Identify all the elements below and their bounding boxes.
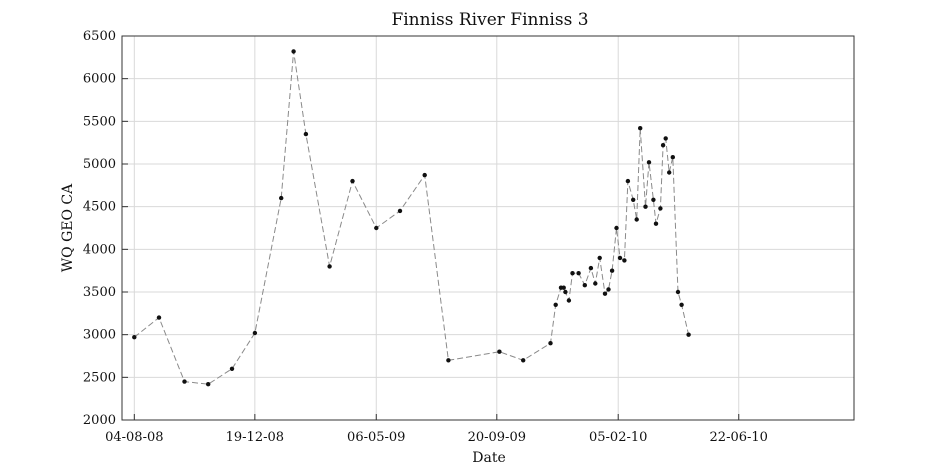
data-point [566,298,572,303]
data-point [606,287,611,292]
data-point [279,195,284,201]
data-point [593,281,598,286]
data-point [614,225,619,231]
data-point [132,335,137,340]
data-point [622,258,627,263]
x-tick-label: 22-06-10 [710,430,768,445]
y-tick-label: 5000 [83,157,116,172]
data-point [675,289,681,295]
y-tick-label: 4000 [83,242,116,257]
chart-title: Finniss River Finniss 3 [391,10,588,30]
data-point [521,358,526,363]
data-point [660,143,666,148]
data-point [576,271,581,276]
data-point [602,291,608,296]
data-point [570,271,575,276]
plot-area-frame [121,35,855,421]
data-point [497,349,502,354]
y-axis-label: WQ GEO CA [60,183,76,272]
data-point [397,208,403,214]
data-point [553,302,558,307]
series-points-layer [132,49,691,387]
y-tick-label: 3000 [83,328,116,343]
data-point [631,197,636,202]
data-point [229,366,235,371]
data-point [667,170,672,175]
data-point [679,302,684,307]
y-tick-label: 6000 [83,72,116,87]
data-point [663,136,668,141]
data-point [446,358,451,363]
x-tick-label: 19-12-08 [226,430,284,445]
data-point [651,197,656,202]
data-point [634,217,639,222]
x-tick-label: 20-09-09 [468,430,526,445]
data-point [563,289,568,295]
data-point [156,315,162,320]
data-point [643,204,648,209]
data-point [638,126,643,131]
data-point [653,221,659,226]
data-point [646,160,652,165]
data-point [303,131,309,137]
data-point [588,265,594,271]
data-point [609,268,615,273]
data-point [686,332,691,337]
y-tick-label: 3500 [83,285,116,300]
data-point [625,178,631,184]
y-tick-label: 4500 [83,200,116,215]
data-point [597,255,602,261]
data-point [327,264,332,269]
data-point [422,172,427,178]
data-point [670,155,675,160]
y-axis-ticks: 2000 2500 3000 3500 4000 4500 5000 5500 6000 6500 [83,29,128,428]
data-point [291,49,296,54]
data-point [617,255,623,261]
x-axis-ticks: 04-08-08 19-12-08 06-05-09 20-09-09 05-02-10… [105,414,768,445]
data-point [252,330,258,336]
data-point [182,379,187,384]
x-axis-label: Date [472,450,505,466]
data-point [206,382,211,387]
x-tick-label: 05-02-10 [589,430,647,445]
y-tick-label: 2500 [83,370,116,385]
gridlines [122,35,854,421]
y-tick-label: 5500 [83,114,116,129]
data-point [658,206,663,211]
data-point [374,225,379,231]
y-tick-label: 6500 [83,29,116,44]
data-point [548,341,553,346]
y-tick-label: 2000 [83,413,116,428]
x-tick-label: 06-05-09 [347,430,405,445]
data-point [561,285,566,290]
x-tick-label: 04-08-08 [105,430,163,445]
data-point [350,178,355,184]
data-point [582,283,587,288]
